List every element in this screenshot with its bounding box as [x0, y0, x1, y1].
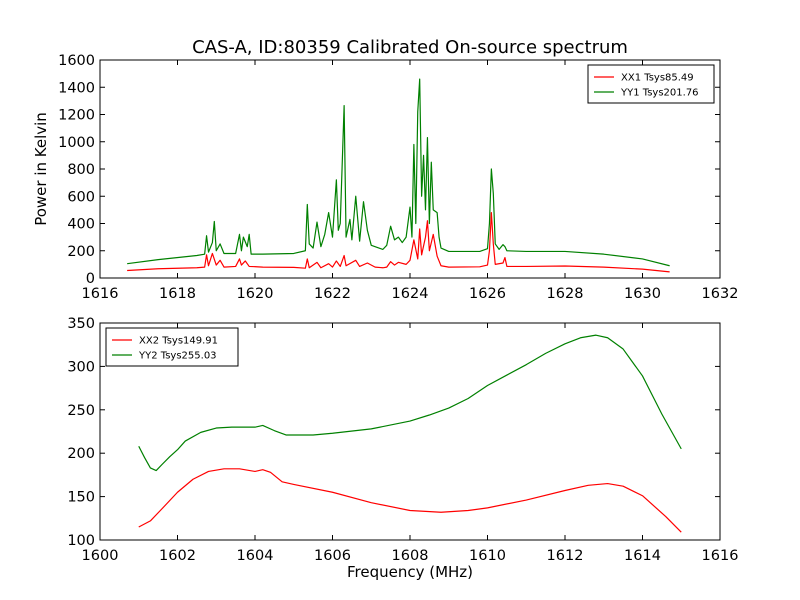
- x-tick-label: 1610: [469, 548, 506, 564]
- x-tick-label: 1608: [392, 548, 429, 564]
- y-tick-label: 0: [86, 271, 95, 287]
- subplot-top: 1616 1618 1620 1622 1624 1626 1628 1630 1632 0 200…: [32, 53, 738, 302]
- x-tick-label: 1600: [82, 548, 119, 564]
- y-tick-label: 800: [67, 162, 95, 178]
- x-tick-label: 1626: [469, 286, 506, 302]
- legend: XX1 Tsys85.49 YY1 Tsys201.76: [587, 64, 715, 104]
- series-line-xx2: [138, 468, 682, 533]
- x-tick-label: 1604: [237, 548, 274, 564]
- y-tick-label: 350: [67, 316, 95, 332]
- x-tick-label: 1620: [237, 286, 274, 302]
- x-tick-label: 1602: [159, 548, 196, 564]
- x-axis-label: Frequency (MHz): [347, 563, 473, 581]
- plot-area: 1616 1618 1620 1622 1624 1626 1628 1630 1632 0 200…: [32, 53, 738, 581]
- legend-box: [105, 327, 239, 367]
- y-axis-label: Power in Kelvin: [32, 112, 50, 226]
- subplot-bottom: 1600 1602 1604 1606 1608 1610 1612 1614 1616 100 1…: [67, 316, 738, 581]
- y-tick-label: 200: [67, 446, 95, 462]
- y-tick-label: 100: [67, 533, 95, 549]
- y-tick-label: 400: [67, 217, 95, 233]
- x-tick-label: 1616: [702, 548, 739, 564]
- legend-label: YY2 Tsys255.03: [138, 351, 217, 362]
- x-tick-label: 1606: [314, 548, 351, 564]
- y-tick-label: 1200: [58, 108, 95, 124]
- x-tick-label: 1624: [392, 286, 429, 302]
- y-tick-label: 600: [67, 189, 95, 205]
- legend-label: XX1 Tsys85.49: [621, 73, 694, 84]
- series-line-xx1: [127, 212, 670, 273]
- series-line-yy1: [127, 78, 670, 267]
- y-tick-label: 300: [67, 359, 95, 375]
- y-tick-label: 250: [67, 403, 95, 419]
- series-line-yy2: [138, 334, 682, 472]
- x-tick-label: 1630: [624, 286, 661, 302]
- y-tick-label: 200: [67, 244, 95, 260]
- legend: XX2 Tsys149.91 YY2 Tsys255.03: [105, 327, 239, 367]
- y-tick-label: 1000: [58, 135, 95, 151]
- legend-label: XX2 Tsys149.91: [139, 336, 218, 347]
- x-tick-label: 1616: [82, 286, 119, 302]
- y-tick-label: 1600: [58, 53, 95, 69]
- x-tick-label: 1614: [624, 548, 661, 564]
- x-tick-label: 1618: [159, 286, 196, 302]
- legend-box: [587, 64, 715, 104]
- legend-label: YY1 Tsys201.76: [620, 88, 699, 99]
- x-tick-label: 1622: [314, 286, 351, 302]
- y-tick-label: 150: [67, 490, 95, 506]
- x-tick-label: 1632: [702, 286, 739, 302]
- x-tick-label: 1612: [547, 548, 584, 564]
- y-tick-label: 1400: [58, 80, 95, 96]
- figure-title: CAS-A, ID:80359 Calibrated On-source spe…: [192, 37, 628, 58]
- x-tick-label: 1628: [547, 286, 584, 302]
